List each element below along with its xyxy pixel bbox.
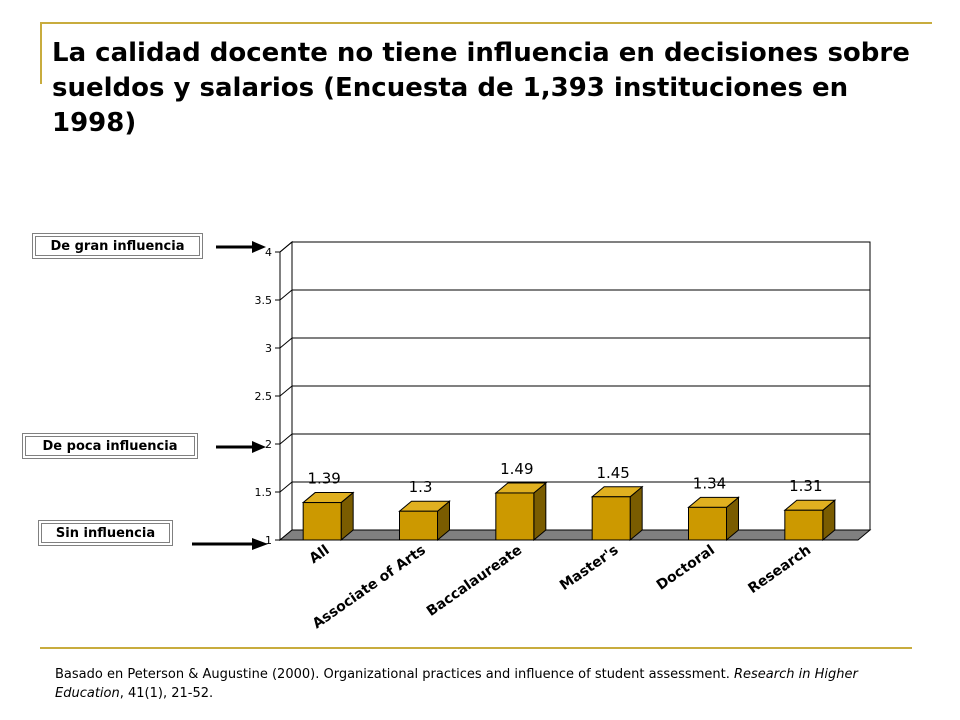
y-tick-label: 3 bbox=[265, 342, 272, 355]
bar bbox=[784, 509, 824, 541]
x-tick-label: Master's bbox=[557, 542, 621, 594]
gridline bbox=[279, 385, 870, 397]
y-tick-label: 1 bbox=[265, 534, 272, 547]
x-tick-label: Baccalaureate bbox=[424, 542, 525, 620]
gridline bbox=[279, 289, 870, 301]
gridline bbox=[279, 481, 870, 493]
citation-journal: Research in Higher Education bbox=[55, 667, 858, 701]
legend-low-influence: De poca influencia bbox=[22, 433, 198, 459]
bottom-rule bbox=[40, 647, 912, 649]
bar bbox=[688, 506, 727, 541]
data-label: 1.39 bbox=[307, 470, 340, 488]
gridline bbox=[279, 337, 870, 349]
data-label: 1.3 bbox=[409, 478, 433, 496]
slide-title: La calidad docente no tiene influencia e… bbox=[52, 38, 910, 138]
data-label: 1.45 bbox=[596, 464, 629, 482]
bar bbox=[591, 496, 631, 541]
y-tick-label: 2.5 bbox=[255, 390, 273, 403]
x-tick-label: Research bbox=[745, 542, 814, 597]
citation-text: Basado en Peterson & Augustine (2000). O… bbox=[55, 667, 734, 682]
y-tick-label: 2 bbox=[265, 438, 272, 451]
x-tick-label: All bbox=[307, 542, 333, 567]
citation: Basado en Peterson & Augustine (2000). O… bbox=[55, 665, 905, 703]
arrow-high-icon bbox=[216, 241, 266, 253]
gridline bbox=[279, 433, 870, 445]
arrow-low-icon bbox=[216, 441, 266, 453]
citation-volume: , 41(1), 21-52. bbox=[119, 686, 214, 701]
y-tick-label: 1.5 bbox=[255, 486, 273, 499]
arrow-none-icon bbox=[192, 538, 268, 550]
data-label: 1.34 bbox=[693, 474, 726, 492]
x-tick-label: Doctoral bbox=[654, 542, 718, 594]
bar bbox=[302, 502, 342, 541]
bar bbox=[495, 492, 535, 541]
bar bbox=[399, 510, 438, 541]
gridline bbox=[279, 241, 870, 253]
legend-no-influence: Sin influencia bbox=[38, 520, 173, 546]
data-label: 1.49 bbox=[500, 460, 533, 478]
y-tick-label: 3.5 bbox=[255, 294, 273, 307]
legend-high-influence: De gran influencia bbox=[32, 233, 203, 259]
data-label: 1.31 bbox=[789, 477, 822, 495]
left-rule bbox=[40, 22, 42, 84]
plot-floor bbox=[278, 529, 872, 541]
top-rule bbox=[40, 22, 932, 24]
y-tick-label: 4 bbox=[265, 246, 272, 259]
